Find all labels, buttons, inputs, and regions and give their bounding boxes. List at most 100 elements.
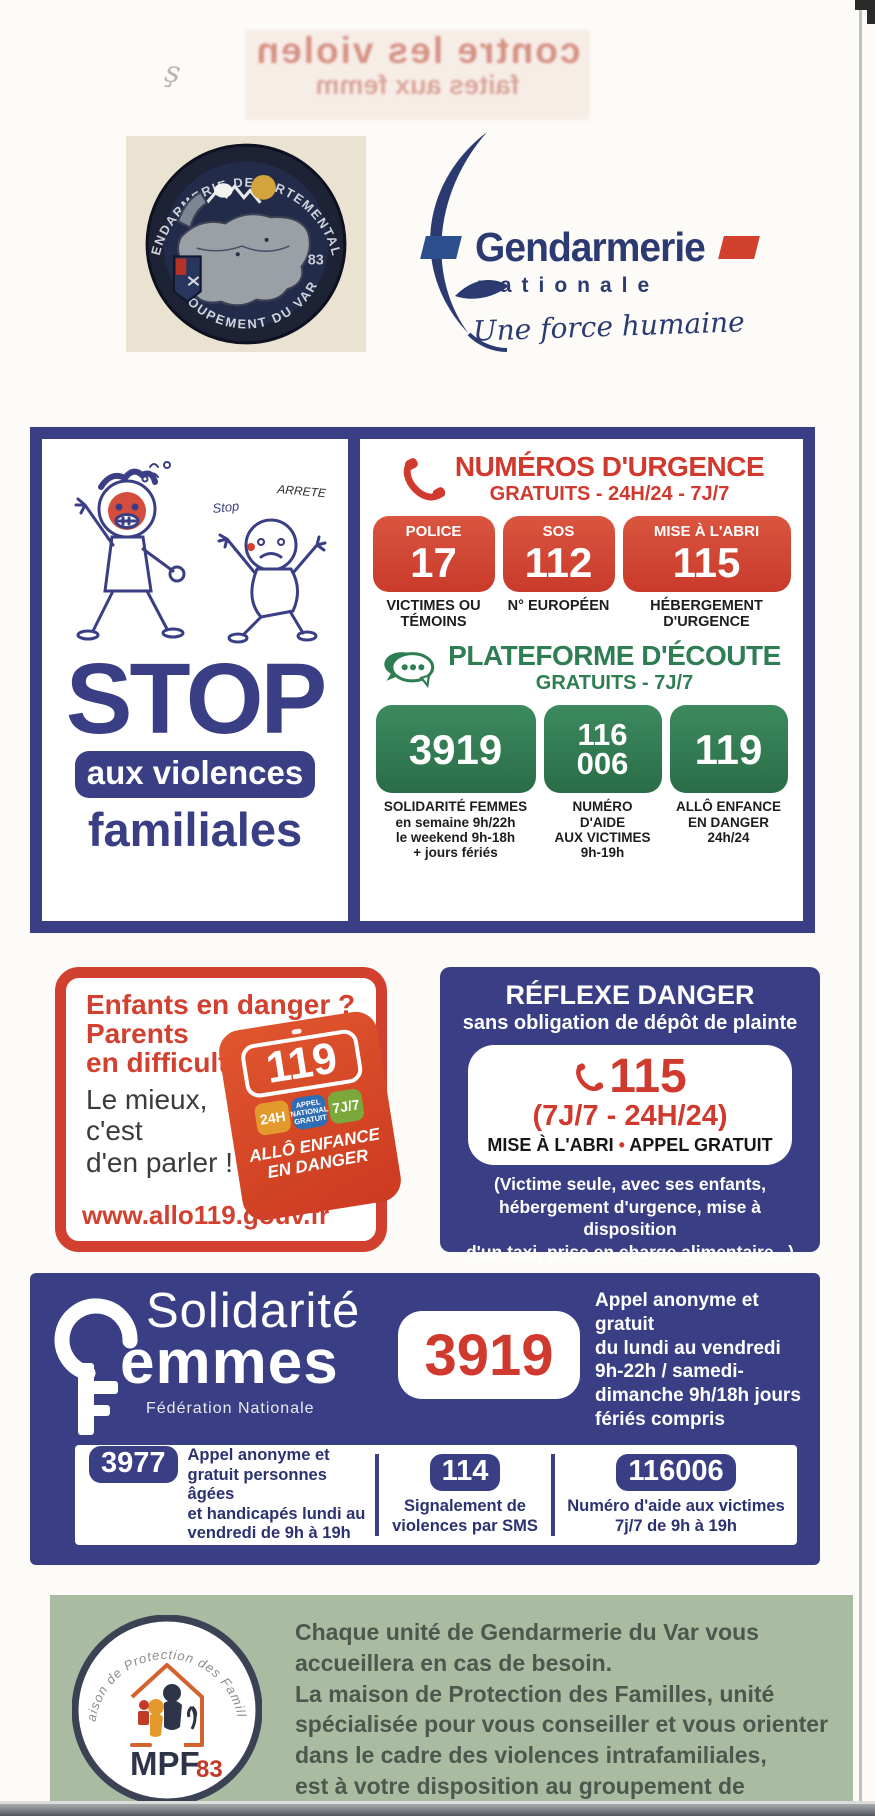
mise-abri-caption: HÉBERGEMENT D'URGENCE — [650, 598, 763, 631]
mise-abri-number: 115 — [672, 538, 741, 586]
pill-116006-strip: 116006 — [616, 1454, 736, 1492]
scan-bottom-line — [0, 1801, 875, 1804]
police-label: POLICE — [405, 523, 462, 541]
mise-abri-label: MISE À L'ABRI — [653, 523, 760, 541]
number-116006: 116 006 — [576, 717, 629, 782]
drawing-word-stop: Stop — [212, 498, 240, 516]
stop-column: Stop ARRETE STOP aux violences familiale… — [42, 439, 360, 921]
allo119-url: www.allo119.gouv.fr — [82, 1200, 330, 1230]
gendarmerie-swoosh-icon — [430, 132, 509, 352]
badge-center-number: 83 — [308, 253, 324, 269]
pill-119: 119 — [669, 705, 788, 794]
mpf-text: MPF — [130, 1745, 200, 1782]
scan-corner-mark — [855, 0, 875, 10]
sf-numbers-strip: 3977 Appel anonyme et gratuit personnes … — [75, 1445, 797, 1545]
phone-speaker-dot — [291, 1028, 302, 1035]
aux-violences-pill: aux violences — [74, 751, 316, 798]
enfants-danger-panel: Enfants en danger ? Parents en difficult… — [55, 967, 405, 1252]
sf-3919-number: 3919 — [424, 1322, 554, 1388]
logo-blue-parallelogram — [420, 236, 462, 259]
mpf-panel: Maison de Protection des Familles MPF 83… — [50, 1595, 853, 1816]
reflexe-title: RÉFLEXE DANGER — [505, 980, 755, 1010]
gendarmerie-nationale-logo: Gendarmerie nationale Une force humaine — [395, 128, 810, 363]
mise-abri-pill: MISE À L'ABRI 115 — [622, 516, 791, 592]
phone-handset-icon — [403, 457, 445, 500]
familiales-text: familiales — [87, 803, 303, 856]
mpf-paragraph: Chaque unité de Gendarmerie du Var vous … — [295, 1619, 829, 1800]
badge-appel-gratuit: APPEL NATIONAL GRATUIT — [290, 1093, 329, 1131]
ecoute-captions-row: SOLIDARITÉ FEMMES en semaine 9h/22h le w… — [376, 799, 788, 859]
caption-119: ALLÔ ENFANCE EN DANGER 24h/24 — [675, 799, 781, 845]
mpf-number: 83 — [196, 1756, 223, 1783]
reflexe-bullet: • — [618, 1134, 625, 1155]
ecoute-numbers-row: 3919 116 006 119 — [375, 705, 788, 794]
urgence-numbers-row: POLICE 17 SOS 112 MISE À L'ABRI 115 — [372, 516, 791, 592]
scan-corner-mark-2 — [867, 10, 875, 24]
caption-116006: NUMÉRO D'AIDE AUX VICTIMES 9h-19h — [554, 799, 651, 860]
sos-caption: N° EUROPÉEN — [507, 598, 610, 614]
caption-3977: Appel anonyme et gratuit personnes âgées… — [187, 1446, 366, 1543]
reflexe-115-box: 115 (7J/7 - 24H/24) MISE À L'ABRI • APPE… — [468, 1045, 792, 1165]
logo-name: Gendarmerie — [475, 224, 706, 270]
bleed-through-text: contre les violen faites aux femm — [245, 30, 590, 120]
speech-bubbles-icon — [384, 652, 435, 689]
logo-red-parallelogram — [718, 236, 760, 259]
sf-cell-114: 114 Signalement de violences par SMS — [379, 1454, 551, 1536]
strip-divider — [551, 1454, 555, 1536]
badge-24h: 24H — [253, 1099, 293, 1137]
sf-cell-3977: 3977 Appel anonyme et gratuit personnes … — [75, 1446, 375, 1543]
allo-119-phone-graphic: 119 24H APPEL NATIONAL GRATUIT 7J/7 ALLÔ… — [215, 1008, 405, 1224]
number-3919: 3919 — [408, 726, 503, 774]
phone-119-number: 119 — [239, 1027, 365, 1100]
sf-3919-caption: Appel anonyme et gratuit du lundi au ven… — [595, 1290, 801, 1430]
gendarmerie-var-badge: GENDARMERIE DEPARTEMENTALE GROUPEMENT DU… — [126, 136, 366, 352]
sos-number: 112 — [524, 538, 593, 586]
number-119: 119 — [694, 726, 763, 774]
femmes-wordmark: emmes — [120, 1328, 339, 1397]
federation-nationale-label: Fédération Nationale — [146, 1400, 315, 1417]
badge-icon: GENDARMERIE DEPARTEMENTALE GROUPEMENT DU… — [137, 141, 347, 345]
badge-7j7: 7J/7 — [326, 1087, 366, 1125]
solidarite-wordmark: Solidarité — [146, 1284, 361, 1338]
caption-116006-strip: Numéro d'aide aux victimes 7j/7 de 9h à … — [567, 1497, 785, 1535]
police-number: 17 — [410, 538, 457, 586]
ecoute-title: PLATEFORME D'ÉCOUTE — [448, 640, 781, 672]
pill-116006: 116 006 — [543, 705, 662, 794]
reflexe-number: 115 — [609, 1050, 687, 1103]
stop-violences-panel: Stop ARRETE STOP aux violences familiale… — [30, 427, 815, 933]
solidarite-femmes-panel: Solidarité emmes Fédération Nationale 39… — [30, 1273, 820, 1565]
logo-subname: nationale — [477, 274, 660, 297]
bleed-line-2: faites aux femm — [315, 70, 520, 100]
stop-violence-drawing: Stop ARRETE — [74, 461, 328, 644]
reflexe-danger-panel: RÉFLEXE DANGER sans obligation de dépôt … — [440, 967, 820, 1262]
scan-edge-right — [859, 0, 862, 1806]
scan-bottom-band — [0, 1804, 875, 1816]
reflexe-note: (Victime seule, avec ses enfants, héberg… — [465, 1173, 794, 1263]
reflexe-subtitle: sans obligation de dépôt de plainte — [462, 1012, 798, 1034]
strip-divider — [375, 1454, 379, 1536]
urgence-subtitle: GRATUITS - 24H/24 - 7J/7 — [489, 483, 730, 505]
caption-3919: SOLIDARITÉ FEMMES en semaine 9h/22h le w… — [383, 799, 528, 860]
pill-3977: 3977 — [89, 1446, 178, 1484]
mpf83-logo: Maison de Protection des Familles MPF 83 — [72, 1615, 262, 1805]
reflexe-tag-abri: MISE À L'ABRI — [487, 1134, 614, 1155]
sf-cell-116006: 116006 Numéro d'aide aux victimes 7j/7 d… — [555, 1454, 797, 1536]
bleed-line-1: contre les violen — [254, 30, 581, 71]
drawing-word-arrete: ARRETE — [276, 482, 328, 500]
ecoute-subtitle: GRATUITS - 7J/7 — [535, 672, 694, 695]
stop-headline: STOP — [65, 643, 327, 755]
reflexe-tag-gratuit: APPEL GRATUIT — [629, 1134, 773, 1155]
phone-handset-small-icon — [576, 1063, 604, 1091]
enfants-subtitle: Le mieux, c'est d'en parler ! — [86, 1084, 233, 1178]
police-caption: VICTIMES OU TÉMOINS — [386, 598, 481, 631]
urgence-title: NUMÉROS D'URGENCE — [454, 451, 765, 482]
solidarite-femmes-logo: Solidarité emmes Fédération Nationale — [54, 1283, 384, 1435]
female-symbol-icon — [54, 1298, 138, 1435]
pill-3919: 3919 — [375, 705, 536, 794]
sf-3919-box: 3919 — [398, 1311, 580, 1399]
pill-114: 114 — [429, 1454, 501, 1492]
sos-label: SOS — [542, 523, 575, 541]
urgence-captions-row: VICTIMES OU TÉMOINS N° EUROPÉEN HÉBERGEM… — [373, 598, 791, 630]
caption-114: Signalement de violences par SMS — [392, 1497, 538, 1535]
